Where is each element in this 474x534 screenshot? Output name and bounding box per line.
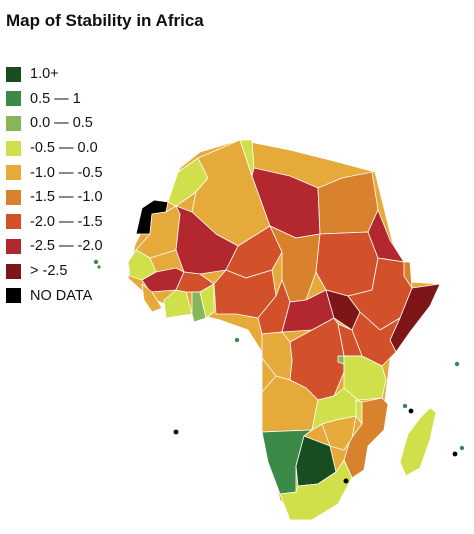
legend-label: 1.0+ — [30, 66, 59, 83]
legend-swatch — [6, 189, 21, 205]
legend-swatch — [6, 66, 21, 82]
legend-swatch — [6, 115, 21, 131]
region-sierra-leone — [141, 283, 163, 313]
legend-swatch — [6, 288, 21, 304]
region-lesotho — [343, 478, 349, 484]
legend-swatch — [6, 140, 21, 156]
legend-item-below-neg2-5: > -2.5 — [6, 259, 103, 284]
legend-item-neg2-to-neg1-5: -2.0 — -1.5 — [6, 210, 103, 235]
legend-swatch — [6, 238, 21, 254]
legend-label: NO DATA — [30, 287, 93, 304]
region-mozambique — [343, 397, 389, 479]
legend-label: -2.5 — -2.0 — [30, 238, 103, 255]
legend-item-neg0-5-to-0: -0.5 — 0.0 — [6, 136, 103, 161]
legend-label: -2.0 — -1.5 — [30, 213, 103, 230]
legend-label: 0.5 — 1 — [30, 90, 81, 107]
region-sudan — [315, 231, 379, 297]
island-reunion — [452, 451, 458, 457]
island-cape-verde — [97, 265, 101, 269]
island-cape-verde — [93, 259, 99, 265]
legend-label: > -2.5 — [30, 263, 68, 280]
legend-swatch — [6, 214, 21, 230]
island-sao-tome — [234, 337, 240, 343]
island-seychelles — [454, 361, 460, 367]
map-title: Map of Stability in Africa — [6, 11, 204, 30]
legend-item-1-plus: 1.0+ — [6, 62, 103, 87]
region-namibia — [261, 429, 313, 495]
region-congo — [261, 331, 293, 381]
legend-item-neg1-to-neg0-5: -1.0 — -0.5 — [6, 160, 103, 185]
region-ghana — [191, 291, 207, 323]
legend-swatch — [6, 165, 21, 181]
legend-item-0-to-0-5: 0.0 — 0.5 — [6, 111, 103, 136]
legend-swatch — [6, 91, 21, 107]
legend-swatch — [6, 263, 21, 279]
region-mali — [175, 205, 239, 275]
region-south-africa — [279, 459, 353, 521]
legend-label: 0.0 — 0.5 — [30, 115, 93, 132]
legend-item-neg2-5-to-neg2: -2.5 — -2.0 — [6, 234, 103, 259]
legend-label: -0.5 — 0.0 — [30, 140, 98, 157]
region-eritrea — [367, 209, 405, 263]
island-st-helena — [173, 429, 179, 435]
island-comoros — [402, 403, 408, 409]
legend-label: -1.0 — -0.5 — [30, 164, 103, 181]
legend-item-0-5-to-1: 0.5 — 1 — [6, 87, 103, 112]
legend-label: -1.5 — -1.0 — [30, 189, 103, 206]
legend-item-neg1-5-to-neg1: -1.5 — -1.0 — [6, 185, 103, 210]
region-cote-divoire — [163, 289, 193, 319]
region-togo-benin — [199, 283, 215, 319]
legend: 1.0+ 0.5 — 1 0.0 — 0.5 -0.5 — 0.0 -1.0 —… — [6, 62, 103, 308]
legend-item-no-data: NO DATA — [6, 283, 103, 308]
island-mauritius — [459, 445, 465, 451]
region-madagascar — [399, 407, 437, 477]
island-mayotte — [408, 408, 414, 414]
